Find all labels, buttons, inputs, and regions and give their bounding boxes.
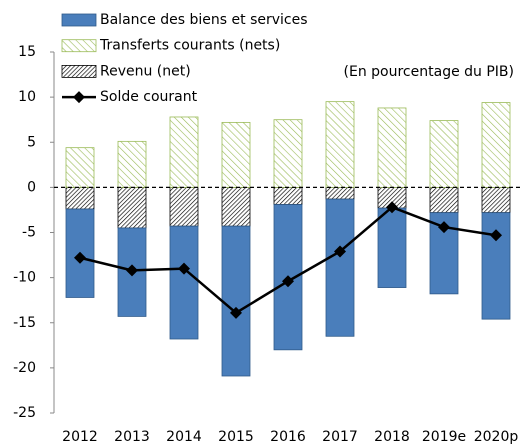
bar xyxy=(117,186,147,229)
x-tick-label: 2018 xyxy=(374,429,410,445)
bar xyxy=(273,119,303,188)
bar xyxy=(65,147,95,188)
bar xyxy=(429,186,459,214)
x-tick-label: 2014 xyxy=(166,429,202,445)
x-tick-label: 2015 xyxy=(218,429,254,445)
bar xyxy=(325,101,355,188)
bar xyxy=(325,198,355,337)
bar xyxy=(377,107,407,188)
y-tick-label: -25 xyxy=(13,405,36,421)
marker xyxy=(490,229,502,242)
y-tick-label: -10 xyxy=(13,270,36,286)
marker xyxy=(126,264,138,277)
x-tick-label: 2013 xyxy=(114,429,150,445)
bar xyxy=(377,207,407,288)
bar xyxy=(65,186,95,210)
x-tick-label: 2012 xyxy=(62,429,98,445)
annotation: (En pourcentage du PIB) xyxy=(344,64,514,80)
marker xyxy=(334,245,346,258)
x-tick-label: 2017 xyxy=(322,429,358,445)
marker xyxy=(282,275,294,288)
legend-swatch xyxy=(61,65,97,78)
y-tick-label: 10 xyxy=(18,89,36,105)
legend-swatch xyxy=(61,13,97,27)
legend-marker xyxy=(73,91,85,104)
bar xyxy=(117,140,147,188)
bar xyxy=(169,225,199,340)
bar xyxy=(221,121,251,188)
marker xyxy=(230,306,242,319)
y-tick-label: 5 xyxy=(27,134,36,150)
legend-label: Solde courant xyxy=(100,89,198,105)
y-tick-label: 0 xyxy=(27,179,36,195)
bar xyxy=(481,186,511,214)
bar xyxy=(481,102,511,188)
y-tick-label: 15 xyxy=(18,44,36,60)
y-tick-label: -20 xyxy=(13,360,36,376)
legend-swatch xyxy=(61,39,97,53)
x-tick-label: 2016 xyxy=(270,429,306,445)
bar xyxy=(325,186,355,200)
legend-label: Balance des biens et services xyxy=(100,12,308,28)
bar xyxy=(273,186,303,205)
bar xyxy=(429,120,459,188)
marker xyxy=(74,251,86,264)
x-tick-label: 2020p xyxy=(474,429,519,445)
bar xyxy=(221,186,251,227)
y-tick-label: -15 xyxy=(13,315,36,331)
bar xyxy=(169,186,199,227)
bar xyxy=(169,116,199,188)
legend-label: Revenu (net) xyxy=(100,63,191,79)
legend-label: Transferts courants (nets) xyxy=(99,38,280,54)
bar xyxy=(221,225,251,377)
y-tick-label: -5 xyxy=(22,225,36,241)
marker xyxy=(178,262,190,275)
marker xyxy=(386,201,398,214)
bar xyxy=(481,212,511,320)
x-tick-label: 2019e xyxy=(422,429,466,445)
marker xyxy=(438,221,450,234)
